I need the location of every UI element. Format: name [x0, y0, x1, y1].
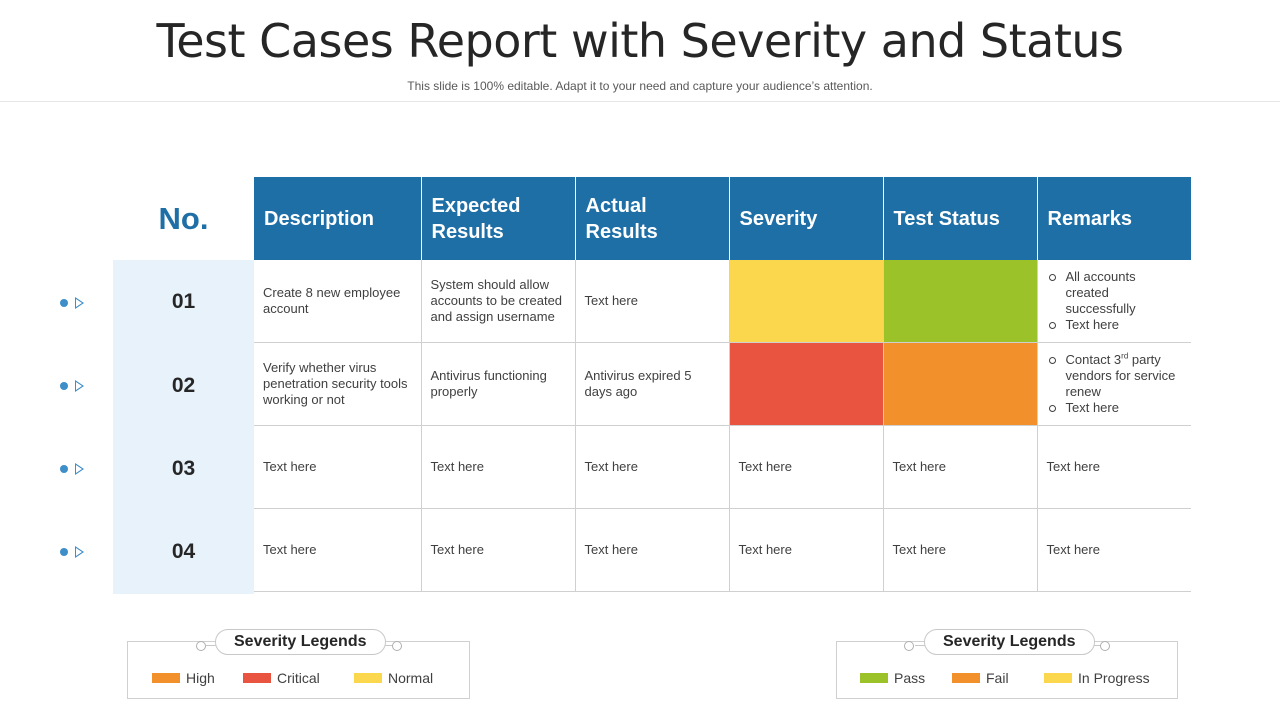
column-header-test-status: Test Status — [883, 177, 1038, 260]
column-header-remarks: Remarks — [1037, 177, 1191, 260]
cell-actual: Text here — [575, 508, 730, 592]
cell-expected: Text here — [421, 425, 576, 509]
row-number: 03 — [171, 456, 196, 480]
status-legend: Severity Legends Pass Fail In Progress — [836, 629, 1178, 699]
cell-description: Verify whether virus penetration securit… — [254, 342, 422, 426]
cell-severity: Text here — [729, 508, 884, 592]
table-header-row: Description Expected Results Actual Resu… — [254, 177, 1191, 260]
number-column-background — [113, 260, 254, 594]
row-marker — [60, 296, 96, 310]
row-marker — [60, 545, 96, 559]
remarks-list: Contact 3rd party vendors for service re… — [1047, 352, 1183, 416]
cell-description: Create 8 new employee account — [254, 260, 422, 343]
legend-item: Pass — [860, 670, 925, 686]
legend-connector-icon — [904, 641, 914, 651]
cell-actual: Text here — [575, 425, 730, 509]
header-divider — [0, 101, 1280, 102]
cell-actual: Text here — [575, 260, 730, 343]
table-row: Text here Text here Text here Text here … — [254, 425, 1191, 509]
severity-color-cell — [729, 260, 884, 343]
cell-remarks: Contact 3rd party vendors for service re… — [1037, 342, 1191, 426]
legend-swatch — [243, 673, 271, 683]
bullet-dot-icon — [60, 548, 68, 556]
play-triangle-icon — [75, 546, 84, 558]
row-number: 02 — [171, 373, 196, 397]
bullet-dot-icon — [60, 382, 68, 390]
column-header-expected-results: Expected Results — [421, 177, 576, 260]
remarks-text: Contact 3 — [1065, 352, 1122, 367]
number-column-header: No. — [158, 200, 209, 236]
table-row: Text here Text here Text here Text here … — [254, 508, 1191, 592]
cell-remarks: Text here — [1037, 425, 1191, 509]
remarks-superscript: rd — [1121, 351, 1129, 361]
column-header-severity: Severity — [729, 177, 884, 260]
cell-actual: Antivirus expired 5 days ago — [575, 342, 730, 426]
legend-label: Normal — [388, 670, 434, 686]
status-color-cell — [883, 260, 1038, 343]
page-subtitle: This slide is 100% editable. Adapt it to… — [407, 79, 873, 93]
severity-legend: Severity Legends High Critical Normal — [127, 629, 470, 699]
bullet-dot-icon — [60, 299, 68, 307]
cell-description: Text here — [254, 508, 422, 592]
page-title: Test Cases Report with Severity and Stat… — [156, 14, 1124, 68]
legend-swatch — [152, 673, 180, 683]
remarks-item: Text here — [1047, 317, 1183, 333]
table-row: Verify whether virus penetration securit… — [254, 342, 1191, 426]
remarks-text: party vendors for service renew — [1065, 352, 1176, 399]
legend-item: In Progress — [1044, 670, 1150, 686]
cell-severity: Text here — [729, 425, 884, 509]
legend-item: Fail — [952, 670, 1009, 686]
legend-connector-icon — [392, 641, 402, 651]
play-triangle-icon — [75, 380, 84, 392]
legend-label: Fail — [986, 670, 1009, 686]
cell-remarks: Text here — [1037, 508, 1191, 592]
play-triangle-icon — [75, 297, 84, 309]
cell-expected: Text here — [421, 508, 576, 592]
legend-label: Critical — [277, 670, 320, 686]
legend-connector-icon — [1100, 641, 1110, 651]
legend-item: Critical — [243, 670, 320, 686]
severity-color-cell — [729, 342, 884, 426]
legend-swatch — [354, 673, 382, 683]
column-header-description: Description — [254, 177, 422, 260]
legend-title: Severity Legends — [924, 629, 1095, 655]
cell-expected: System should allow accounts to be creat… — [421, 260, 576, 343]
cell-status: Text here — [883, 425, 1038, 509]
legend-swatch — [952, 673, 980, 683]
legend-label: Pass — [894, 670, 926, 686]
cell-remarks: All accounts created successfully Text h… — [1037, 260, 1191, 343]
column-header-actual-results: Actual Results — [575, 177, 730, 260]
legend-title: Severity Legends — [215, 629, 386, 655]
legend-label: High — [186, 670, 215, 686]
status-color-cell — [883, 342, 1038, 426]
bullet-dot-icon — [60, 465, 68, 473]
legend-item: High — [152, 670, 215, 686]
legend-item: Normal — [354, 670, 433, 686]
row-number: 04 — [171, 539, 196, 563]
remarks-item: Contact 3rd party vendors for service re… — [1047, 352, 1183, 400]
remarks-list: All accounts created successfully Text h… — [1047, 269, 1183, 333]
cell-description: Text here — [254, 425, 422, 509]
remarks-item: All accounts created successfully — [1047, 269, 1183, 317]
row-marker — [60, 462, 96, 476]
legend-items: Pass Fail In Progress — [837, 670, 1177, 690]
cell-status: Text here — [883, 508, 1038, 592]
cell-expected: Antivirus functioning properly — [421, 342, 576, 426]
legend-connector-icon — [196, 641, 206, 651]
test-cases-table: Description Expected Results Actual Resu… — [254, 177, 1191, 592]
legend-swatch — [1044, 673, 1072, 683]
table-row: Create 8 new employee account System sho… — [254, 260, 1191, 343]
legend-label: In Progress — [1078, 670, 1150, 686]
remarks-item: Text here — [1047, 400, 1183, 416]
row-number: 01 — [171, 289, 196, 313]
legend-swatch — [860, 673, 888, 683]
legend-items: High Critical Normal — [128, 670, 469, 690]
row-marker — [60, 379, 96, 393]
play-triangle-icon — [75, 463, 84, 475]
